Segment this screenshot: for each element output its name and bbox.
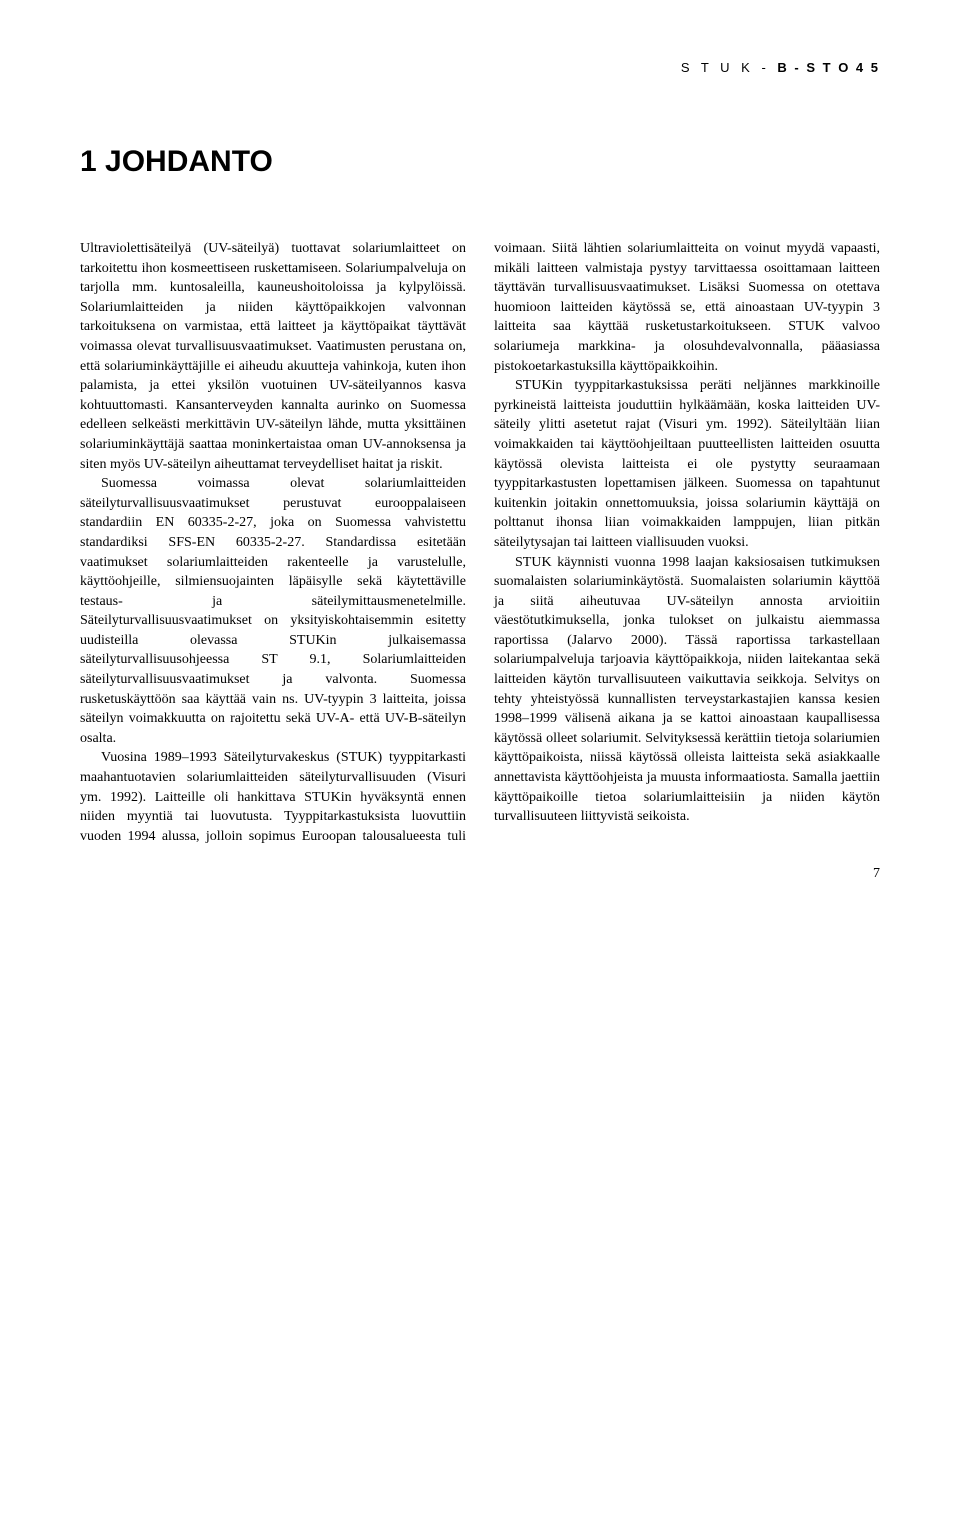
body-paragraph: STUK käynnisti vuonna 1998 laajan kaksio… (494, 553, 880, 827)
header-report-code: S T U K - B - S T O 4 5 (80, 60, 880, 75)
body-paragraph: STUKin tyyppitarkastuksissa peräti neljä… (494, 376, 880, 552)
body-columns: Ultraviolettisäteilyä (UV-säteilyä) tuot… (80, 239, 880, 846)
header-code-prefix: S T U K - (681, 60, 770, 75)
body-paragraph: Suomessa voimassa olevat solariumlaittei… (80, 474, 466, 748)
body-paragraph: Ultraviolettisäteilyä (UV-säteilyä) tuot… (80, 239, 466, 474)
header-code-bold: B - S T O 4 5 (777, 60, 880, 75)
chapter-title: 1 JOHDANTO (80, 145, 880, 179)
page-number: 7 (80, 866, 880, 882)
document-page: S T U K - B - S T O 4 5 1 JOHDANTO Ultra… (0, 0, 960, 922)
